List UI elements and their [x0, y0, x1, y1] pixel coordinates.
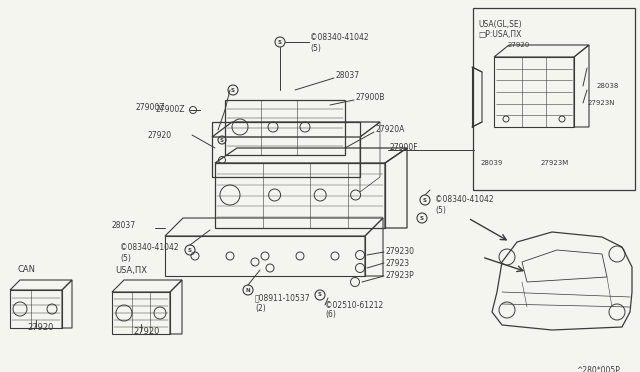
Bar [112, 292, 170, 334]
Bar [225, 100, 345, 155]
Bar [165, 236, 365, 276]
Text: 28038: 28038 [597, 83, 620, 89]
Text: ^280*005P: ^280*005P [576, 366, 620, 372]
Bar [212, 122, 360, 177]
Text: N: N [246, 288, 250, 292]
Text: S: S [318, 292, 322, 298]
Bar [473, 8, 635, 190]
Text: 27923: 27923 [385, 259, 409, 267]
Text: 27923M: 27923M [541, 160, 569, 166]
Text: 27920A: 27920A [375, 125, 404, 135]
Text: ⒣08911-10537: ⒣08911-10537 [255, 294, 310, 302]
Text: 27900B: 27900B [355, 93, 385, 103]
Bar [494, 57, 574, 127]
Text: (6): (6) [325, 311, 336, 320]
Text: 27900Z: 27900Z [155, 106, 184, 115]
Text: S: S [423, 198, 427, 202]
Text: 27900Z: 27900Z [135, 103, 164, 112]
Text: 27920: 27920 [147, 131, 171, 140]
Text: (5): (5) [120, 253, 131, 263]
Text: 28037: 28037 [335, 71, 359, 80]
Text: 27923P: 27923P [385, 272, 413, 280]
Text: S: S [420, 215, 424, 221]
Bar [10, 290, 62, 328]
Text: ©08340-41042: ©08340-41042 [435, 196, 493, 205]
Text: 27900F: 27900F [390, 144, 419, 153]
Text: USA(GL,SE): USA(GL,SE) [478, 20, 522, 29]
Text: (2): (2) [255, 304, 266, 312]
Text: 27920: 27920 [134, 327, 160, 337]
Text: 27923N: 27923N [588, 100, 616, 106]
Text: 28039: 28039 [481, 160, 504, 166]
Text: (5): (5) [435, 205, 446, 215]
Text: S: S [231, 87, 235, 93]
Text: USA,ΠX: USA,ΠX [115, 266, 147, 275]
Text: (5): (5) [310, 44, 321, 52]
Text: ©02510-61212: ©02510-61212 [325, 301, 383, 310]
Text: 28037: 28037 [112, 221, 136, 230]
Bar [215, 163, 385, 228]
Text: 279230: 279230 [385, 247, 414, 257]
Text: ©08340-41042: ©08340-41042 [310, 33, 369, 42]
Text: CAN: CAN [18, 266, 36, 275]
Text: 27920: 27920 [508, 42, 531, 48]
Text: □P:USA,ΠX: □P:USA,ΠX [478, 30, 522, 39]
Text: S: S [188, 247, 192, 253]
Text: S: S [220, 138, 224, 142]
Text: 27920: 27920 [28, 324, 54, 333]
Text: ©08340-41042: ©08340-41042 [120, 244, 179, 253]
Text: S: S [278, 39, 282, 45]
